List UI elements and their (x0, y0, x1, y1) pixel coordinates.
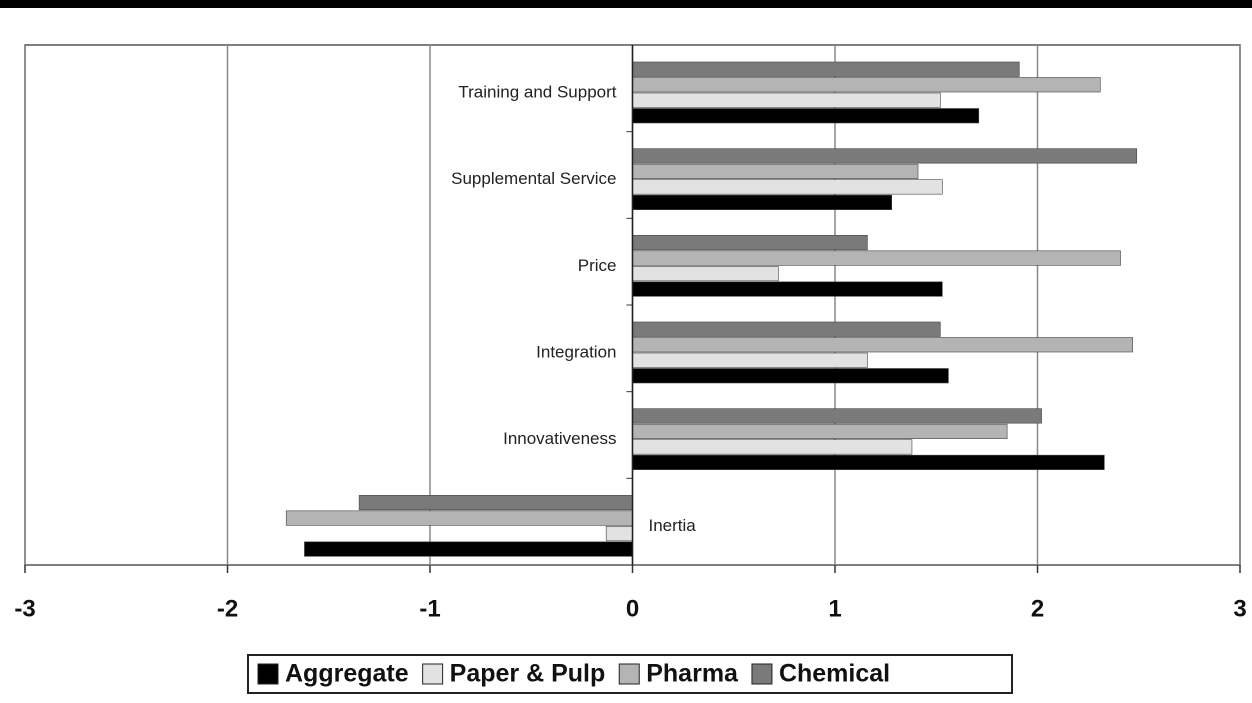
legend-label: Paper & Pulp (450, 660, 606, 688)
bar (632, 179, 943, 195)
bar (605, 526, 633, 542)
bar (358, 495, 633, 511)
category-label: Supplemental Service (451, 169, 616, 188)
bar (632, 108, 980, 124)
legend-swatch (618, 663, 640, 685)
bar (632, 439, 913, 455)
x-tick-label: -2 (217, 595, 238, 622)
legend-label: Pharma (646, 660, 739, 688)
category-label: Price (578, 256, 617, 275)
bar (632, 423, 1008, 439)
bar (632, 321, 941, 337)
x-tick-label: 1 (828, 595, 841, 622)
bar (632, 408, 1042, 424)
bar (632, 163, 919, 179)
bar (285, 510, 633, 526)
category-label: Training and Support (458, 82, 616, 101)
bar (632, 337, 1133, 353)
category-label: Innovativeness (503, 429, 616, 448)
legend-swatch (257, 663, 279, 685)
x-tick-label: 0 (626, 595, 639, 622)
top-rule (0, 0, 1252, 8)
bar (632, 281, 943, 297)
bar (632, 148, 1138, 164)
bar (632, 235, 868, 251)
legend-swatch (422, 663, 444, 685)
bar (632, 250, 1121, 266)
bar (632, 266, 779, 282)
legend-label: Aggregate (285, 660, 409, 688)
bar (304, 541, 633, 557)
x-tick-label: 3 (1233, 595, 1246, 622)
bar (632, 77, 1101, 93)
legend-swatch (751, 663, 773, 685)
bar (632, 368, 949, 384)
bar (632, 194, 893, 210)
x-tick-label: 2 (1031, 595, 1044, 622)
category-label: Inertia (649, 516, 697, 535)
bar (632, 92, 941, 108)
legend-label: Chemical (779, 660, 890, 688)
bar (632, 61, 1020, 77)
bar (632, 352, 868, 368)
bar (632, 454, 1105, 470)
category-label: Integration (536, 342, 616, 361)
x-tick-label: -3 (14, 595, 35, 622)
x-tick-label: -1 (419, 595, 440, 622)
